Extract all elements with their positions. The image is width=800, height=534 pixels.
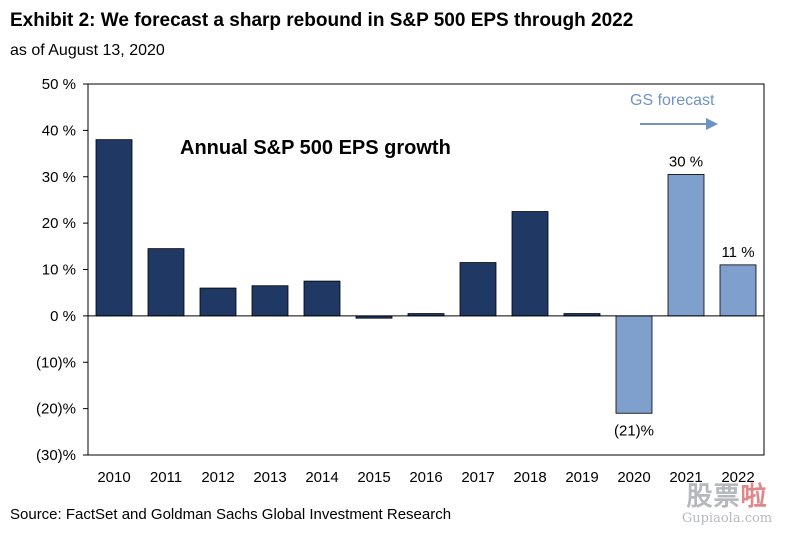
- inner-chart-title: Annual S&P 500 EPS growth: [180, 137, 451, 159]
- y-tick-label: 10 %: [42, 262, 76, 279]
- watermark-text-a: 股票: [686, 482, 741, 512]
- x-tick-label: 2017: [461, 469, 494, 486]
- x-tick-label: 2014: [305, 469, 338, 486]
- chart-title: Exhibit 2: We forecast a sharp rebound i…: [10, 10, 634, 31]
- x-tick-label: 2019: [565, 469, 598, 486]
- bar-2012: [199, 287, 237, 317]
- bar-2021: [667, 174, 705, 317]
- x-tick-label: 2016: [409, 469, 442, 486]
- y-tick-label: (20)%: [36, 401, 76, 418]
- bar-2022: [719, 264, 757, 317]
- y-tick-label: (30)%: [36, 447, 76, 464]
- chart-subtitle: as of August 13, 2020: [10, 42, 165, 59]
- x-tick-label: 2020: [617, 469, 650, 486]
- y-tick-label: 40 %: [42, 122, 76, 139]
- bar-2018: [511, 211, 549, 317]
- x-tick-label: 2012: [201, 469, 234, 486]
- bar-2017: [459, 262, 497, 317]
- bar-2013: [251, 285, 289, 317]
- x-tick-label: 2022: [721, 469, 754, 486]
- x-tick-label: 2015: [357, 469, 390, 486]
- bar-2010: [95, 139, 133, 317]
- source-note: Source: FactSet and Goldman Sachs Global…: [10, 506, 452, 523]
- x-tick-label: 2013: [253, 469, 286, 486]
- forecast-arrow-icon: [640, 118, 718, 130]
- data-label: (21)%: [614, 422, 654, 439]
- y-tick-label: 30 %: [42, 169, 76, 186]
- watermark-logo: 股票啦 Gupiaola.com: [662, 476, 792, 526]
- data-label: 11 %: [721, 244, 754, 261]
- x-tick-label: 2018: [513, 469, 546, 486]
- watermark-text-b: 啦: [740, 482, 768, 512]
- bar-2014: [303, 280, 341, 317]
- x-tick-label: 2011: [150, 469, 182, 486]
- x-tick-label: 2021: [669, 469, 702, 486]
- y-tick-label: 50 %: [42, 76, 76, 93]
- x-tick-label: 2010: [97, 469, 130, 486]
- y-tick-label: 20 %: [42, 215, 76, 232]
- y-tick-label: (10)%: [36, 354, 76, 371]
- data-label: 30 %: [669, 153, 703, 170]
- forecast-annotation: GS forecast: [630, 92, 715, 109]
- bar-2011: [147, 248, 185, 317]
- watermark-url: Gupiaola.com: [681, 511, 773, 526]
- bar-2020: [615, 315, 653, 414]
- y-tick-label: 0 %: [50, 308, 76, 325]
